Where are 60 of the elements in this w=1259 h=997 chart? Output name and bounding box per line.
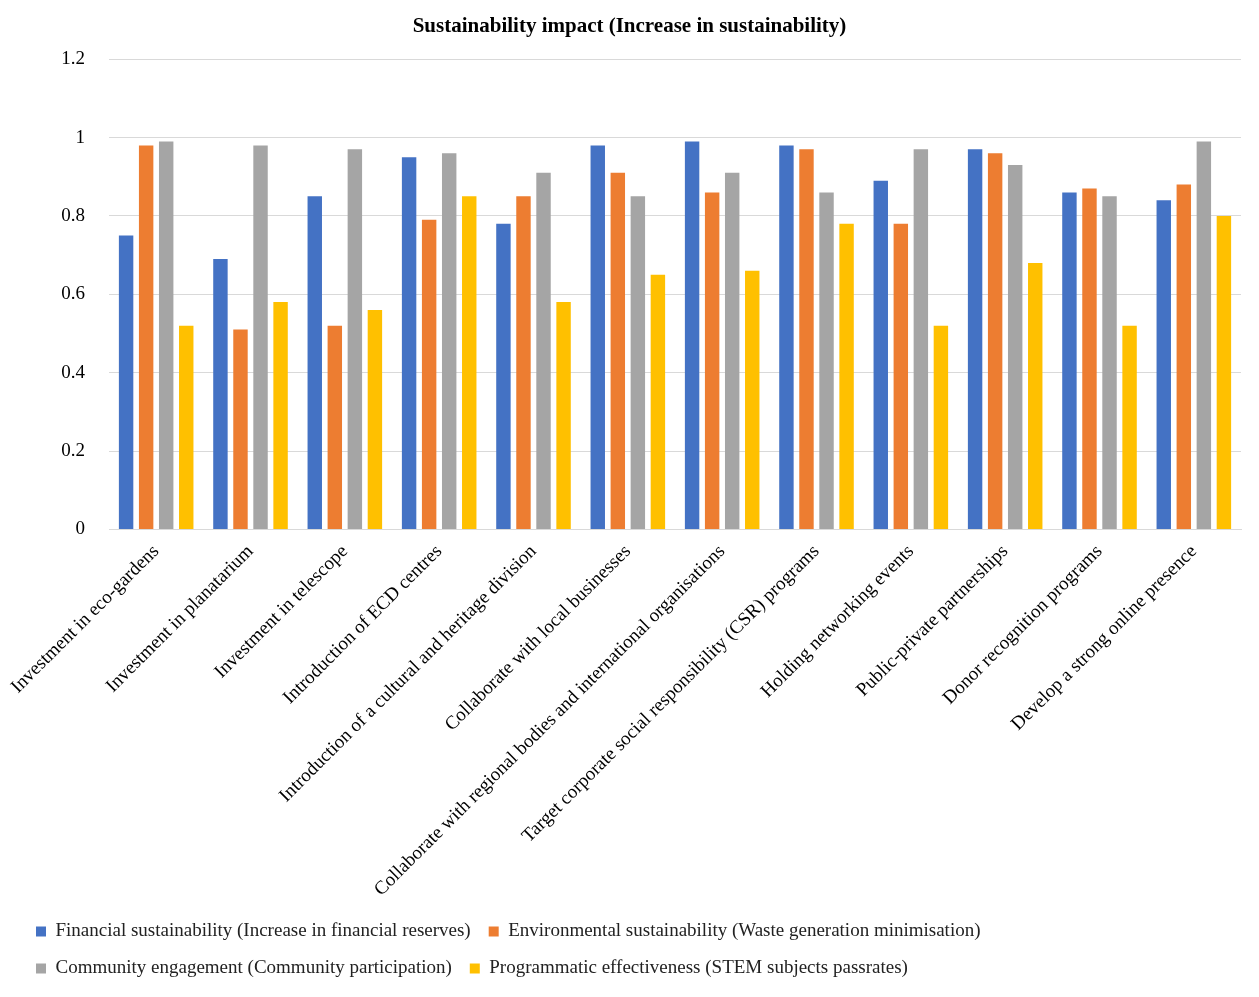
- bar: [610, 172, 626, 529]
- bar: [684, 141, 700, 529]
- bar: [273, 302, 288, 529]
- bar: [367, 309, 383, 529]
- bar: [327, 325, 343, 529]
- bar: [158, 141, 174, 529]
- bar: [253, 145, 268, 529]
- bar: [441, 153, 457, 529]
- bar: [1082, 188, 1097, 529]
- bar: [893, 223, 909, 529]
- bar: [650, 274, 666, 529]
- chart-title: Sustainability impact (Increase in sustainability): [412, 13, 847, 38]
- bar: [1007, 164, 1023, 529]
- bar: [536, 172, 551, 529]
- bar: [213, 259, 228, 529]
- legend-label: Environmental sustainability (Waste generation minimisation): [508, 919, 981, 942]
- bar: [630, 196, 646, 529]
- bar: [987, 153, 1003, 529]
- bar: [233, 329, 248, 529]
- bar: [1062, 192, 1077, 529]
- legend-label: Financial sustainability (Increase in financial reserves): [55, 919, 471, 942]
- y-tick-label: 0: [75, 517, 85, 539]
- bar: [516, 196, 531, 529]
- legend-label: Community engagement (Community participation): [55, 956, 452, 979]
- bar: [118, 235, 134, 529]
- bar: [1216, 215, 1232, 529]
- bar: [1122, 325, 1137, 529]
- bar: [839, 223, 854, 529]
- bar: [704, 192, 720, 529]
- bar: [819, 192, 834, 529]
- bar: [1156, 200, 1171, 529]
- bar: [421, 219, 437, 529]
- bar: [745, 270, 760, 529]
- bar: [799, 149, 814, 529]
- y-tick-label: 0.8: [61, 203, 85, 225]
- y-tick-label: 0.2: [61, 439, 85, 460]
- bar: [138, 145, 154, 529]
- bar: [873, 180, 888, 529]
- bar: [347, 149, 363, 529]
- bar: [401, 157, 417, 529]
- bar: [307, 196, 322, 529]
- legend-label: Programmatic effectiveness (STEM subjects passrates): [489, 956, 908, 979]
- bar: [1102, 196, 1117, 529]
- bar: [967, 149, 983, 529]
- bar: [556, 302, 571, 529]
- bar: [913, 149, 929, 529]
- y-tick-label: 1: [75, 125, 85, 147]
- bar: [496, 223, 511, 529]
- bar: [933, 325, 949, 529]
- bar: [1176, 184, 1192, 529]
- bar: [590, 145, 605, 529]
- y-tick-label: 0.4: [61, 360, 86, 382]
- bar: [1196, 141, 1212, 529]
- bar: [1028, 262, 1043, 529]
- y-tick-label: 1.2: [61, 47, 85, 69]
- bar: [179, 325, 194, 529]
- y-tick-label: 0.6: [61, 282, 85, 304]
- bar: [724, 172, 740, 529]
- bar: [462, 196, 477, 529]
- bar: [779, 145, 794, 529]
